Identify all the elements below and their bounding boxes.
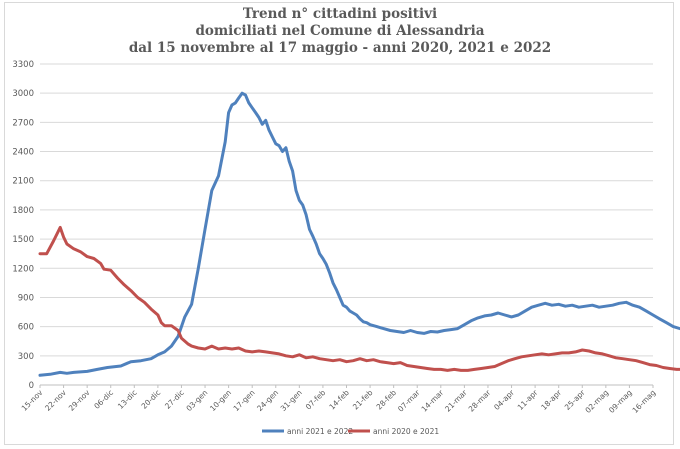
y-tick-label-9: 2700 — [12, 118, 34, 128]
y-tick-label-1: 300 — [18, 352, 34, 362]
x-tick-label-11: 31-gen — [279, 388, 304, 413]
y-tick-label-0: 0 — [29, 381, 34, 391]
x-tick-label-2: 29-nov — [67, 388, 92, 413]
chart-frame — [4, 2, 674, 445]
chart-title-line-3: dal 15 novembre al 17 maggio - anni 2020… — [128, 40, 552, 56]
x-tick-label-4: 13-dic — [116, 388, 139, 411]
chart-title-line-1: Trend n° cittadini positivi — [242, 6, 438, 22]
x-tick-label-5: 20-dic — [140, 388, 163, 411]
x-tick-label-8: 10-gen — [208, 388, 233, 413]
x-tick-label-10: 24-gen — [255, 388, 280, 413]
x-tick-label-0: 15-nov — [20, 388, 45, 413]
x-tick-label-7: 03-gen — [184, 388, 209, 413]
x-tick-label-17: 14-mar — [420, 387, 446, 413]
x-tick-label-24: 02-mag — [583, 388, 610, 415]
x-tick-label-21: 11-apr — [516, 387, 540, 411]
x-tick-label-6: 27-dic — [163, 388, 186, 411]
x-tick-label-18: 21-mar — [443, 387, 469, 413]
x-tick-label-1: 22-nov — [43, 388, 68, 413]
chart-title-line-2: domiciliati nel Comune di Alessandria — [195, 23, 485, 39]
y-tick-label-8: 2400 — [12, 148, 34, 158]
x-tick-label-19: 28-mar — [467, 387, 493, 413]
y-tick-label-10: 3000 — [12, 89, 34, 99]
x-tick-label-13: 14-feb — [327, 388, 351, 412]
x-tick-label-12: 07-feb — [304, 388, 328, 412]
y-tick-label-7: 2100 — [12, 177, 34, 187]
y-tick-label-6: 1800 — [12, 206, 34, 216]
x-tick-label-22: 18-apr — [539, 387, 563, 411]
y-tick-label-2: 600 — [18, 323, 34, 333]
x-tick-label-15: 28-feb — [375, 388, 399, 412]
series-line-0 — [38, 91, 680, 377]
x-tick-label-16: 07-mar — [396, 387, 422, 413]
legend-label-1: anni 2020 e 2021 — [373, 427, 439, 436]
x-tick-label-20: 04-apr — [492, 387, 516, 411]
y-tick-label-4: 1200 — [12, 264, 34, 274]
y-tick-label-11: 3300 — [12, 60, 34, 70]
legend-label-0: anni 2021 e 2022 — [287, 427, 353, 436]
y-tick-label-5: 1500 — [12, 235, 34, 245]
x-tick-label-14: 21-feb — [351, 388, 375, 412]
x-tick-label-9: 17-gen — [232, 388, 257, 413]
x-tick-label-26: 16-mag — [631, 388, 658, 415]
y-tick-label-3: 900 — [18, 293, 34, 303]
x-tick-label-3: 06-dic — [92, 388, 115, 411]
series-line-1 — [38, 225, 680, 372]
x-tick-label-25: 09-mag — [607, 388, 634, 415]
